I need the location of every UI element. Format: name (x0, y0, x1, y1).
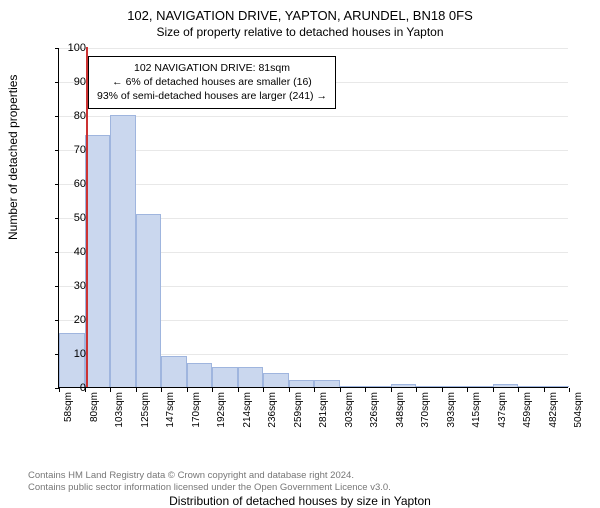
histogram-bar (85, 135, 111, 387)
x-tick-label: 80sqm (89, 392, 100, 440)
histogram-bar (238, 367, 264, 387)
y-tick-label: 80 (56, 110, 86, 122)
x-tick-mark (569, 388, 570, 392)
histogram-bar (212, 367, 238, 387)
x-tick-mark (340, 388, 341, 392)
x-tick-label: 259sqm (293, 392, 304, 440)
x-tick-label: 393sqm (446, 392, 457, 440)
y-tick-label: 70 (56, 144, 86, 156)
histogram-bar (340, 386, 366, 387)
footer-line-1: Contains HM Land Registry data © Crown c… (28, 470, 391, 482)
x-tick-mark (544, 388, 545, 392)
figure-container: 102, NAVIGATION DRIVE, YAPTON, ARUNDEL, … (0, 0, 600, 500)
x-tick-label: 459sqm (522, 392, 533, 440)
x-tick-label: 214sqm (242, 392, 253, 440)
x-tick-mark (391, 388, 392, 392)
x-tick-mark (238, 388, 239, 392)
x-tick-mark (314, 388, 315, 392)
histogram-bar (289, 380, 315, 387)
x-tick-label: 125sqm (140, 392, 151, 440)
x-tick-mark (212, 388, 213, 392)
histogram-bar (391, 384, 417, 387)
x-tick-mark (187, 388, 188, 392)
histogram-bar (314, 380, 340, 387)
histogram-bar (110, 115, 136, 387)
legend-box: 102 NAVIGATION DRIVE: 81sqm ← 6% of deta… (88, 56, 336, 109)
x-tick-label: 281sqm (318, 392, 329, 440)
x-tick-mark (161, 388, 162, 392)
x-tick-label: 170sqm (191, 392, 202, 440)
x-tick-label: 348sqm (395, 392, 406, 440)
x-tick-label: 103sqm (114, 392, 125, 440)
x-tick-mark (263, 388, 264, 392)
histogram-bar (467, 386, 493, 387)
x-tick-mark (442, 388, 443, 392)
x-tick-label: 370sqm (420, 392, 431, 440)
histogram-bar (161, 356, 187, 387)
x-tick-label: 236sqm (267, 392, 278, 440)
legend-line-1: 102 NAVIGATION DRIVE: 81sqm (97, 61, 327, 75)
x-tick-mark (518, 388, 519, 392)
x-axis-label: Distribution of detached houses by size … (0, 494, 600, 508)
x-tick-mark (416, 388, 417, 392)
x-tick-label: 303sqm (344, 392, 355, 440)
x-tick-label: 482sqm (548, 392, 559, 440)
histogram-bar (442, 386, 468, 387)
y-tick-label: 100 (56, 42, 86, 54)
x-tick-label: 147sqm (165, 392, 176, 440)
x-tick-mark (467, 388, 468, 392)
y-tick-label: 90 (56, 76, 86, 88)
x-tick-label: 192sqm (216, 392, 227, 440)
x-tick-mark (110, 388, 111, 392)
histogram-bar (136, 214, 162, 387)
y-tick-label: 60 (56, 178, 86, 190)
x-tick-mark (365, 388, 366, 392)
footer-attribution: Contains HM Land Registry data © Crown c… (28, 470, 391, 494)
x-tick-mark (136, 388, 137, 392)
histogram-bar (544, 386, 570, 387)
y-tick-label: 10 (56, 348, 86, 360)
legend-line-2: ← 6% of detached houses are smaller (16) (97, 75, 327, 89)
histogram-bar (416, 386, 442, 387)
x-tick-label: 437sqm (497, 392, 508, 440)
x-tick-mark (289, 388, 290, 392)
footer-line-2: Contains public sector information licen… (28, 482, 391, 494)
x-tick-mark (493, 388, 494, 392)
y-tick-label: 30 (56, 280, 86, 292)
histogram-bar (365, 386, 391, 387)
histogram-bar (187, 363, 213, 387)
x-tick-label: 326sqm (369, 392, 380, 440)
histogram-bar (518, 386, 544, 387)
x-tick-label: 415sqm (471, 392, 482, 440)
y-tick-label: 0 (56, 382, 86, 394)
histogram-bar (493, 384, 519, 387)
gridline (59, 48, 568, 49)
histogram-bar (263, 373, 289, 387)
y-tick-label: 50 (56, 212, 86, 224)
y-axis-label: Number of detached properties (6, 75, 20, 240)
legend-line-3: 93% of semi-detached houses are larger (… (97, 89, 327, 103)
chart-title: 102, NAVIGATION DRIVE, YAPTON, ARUNDEL, … (0, 0, 600, 23)
chart-subtitle: Size of property relative to detached ho… (0, 23, 600, 39)
y-tick-label: 40 (56, 246, 86, 258)
y-tick-label: 20 (56, 314, 86, 326)
x-tick-label: 58sqm (63, 392, 74, 440)
x-tick-label: 504sqm (573, 392, 584, 440)
